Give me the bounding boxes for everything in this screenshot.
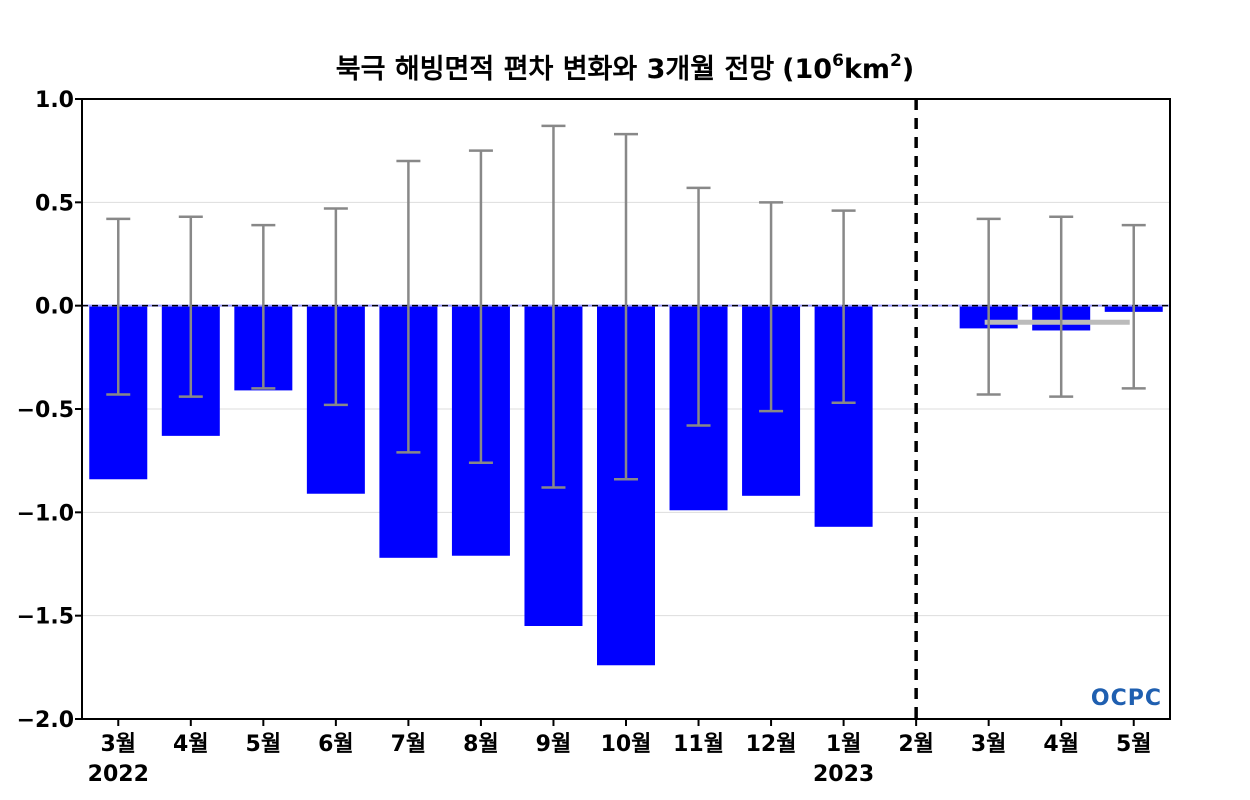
plot-area: 1.0 0.5 0.0 −0.5 −1.0 −1.5 −2.0 3월 4월 5월 6월 7월 8월 9월 1…	[17, 88, 1171, 787]
title-unit-exponent-1: 6	[832, 51, 844, 71]
x-tick-label: 3월	[971, 732, 1007, 757]
x-tick-label: 4월	[1043, 732, 1079, 757]
y-tick-label: 1.0	[35, 88, 74, 113]
x-tick-label: 4월	[173, 732, 209, 757]
x-tick-label: 1월	[826, 732, 862, 757]
title-unit-exponent-2: 2	[890, 51, 902, 71]
year-label: 2022	[88, 762, 149, 787]
x-tick-label: 11월	[673, 732, 724, 757]
chart-title-text: 북극 해빙면적 편차 변화와 3개월 전망	[336, 54, 775, 85]
x-tick-label: 9월	[536, 732, 572, 757]
x-tick-label: 3월	[100, 732, 136, 757]
year-label: 2023	[813, 762, 874, 787]
ocpc-logo-watermark: OCPC	[1091, 686, 1162, 711]
y-tick-label: −1.5	[17, 605, 74, 630]
x-tick-label: 6월	[318, 732, 354, 757]
x-tick-label: 12월	[746, 732, 797, 757]
x-tick-label: 5월	[1116, 732, 1152, 757]
title-unit-km: km	[844, 54, 890, 85]
title-unit-open: (10	[782, 54, 832, 85]
chart-title: 북극 해빙면적 편차 변화와 3개월 전망 (106km2)	[336, 51, 914, 85]
x-tick-label: 8월	[463, 732, 499, 757]
y-tick-label: 0.0	[35, 295, 74, 320]
x-tick-label: 10월	[601, 732, 652, 757]
y-tick-label: 0.5	[35, 191, 74, 216]
y-tick-label: −1.0	[17, 501, 74, 526]
y-tick-label: −2.0	[17, 708, 74, 733]
y-tick-label: −0.5	[17, 398, 74, 423]
x-tick-label: 5월	[246, 732, 282, 757]
x-tick-label: 7월	[391, 732, 427, 757]
title-unit-close: )	[902, 54, 914, 85]
x-tick-label: 2월	[898, 732, 934, 757]
